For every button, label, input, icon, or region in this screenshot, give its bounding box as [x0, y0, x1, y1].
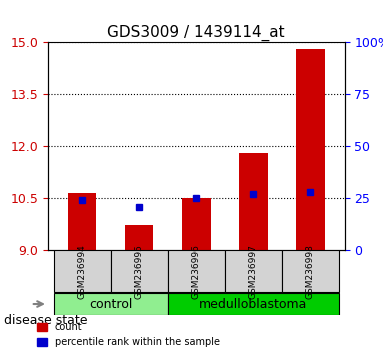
Bar: [239, 153, 268, 250]
FancyBboxPatch shape: [168, 293, 339, 315]
FancyBboxPatch shape: [282, 250, 339, 292]
Text: control: control: [89, 297, 133, 310]
FancyBboxPatch shape: [54, 293, 168, 315]
Legend: count, percentile rank within the sample: count, percentile rank within the sample: [36, 320, 222, 349]
Text: medulloblastoma: medulloblastoma: [199, 297, 308, 310]
FancyBboxPatch shape: [168, 250, 225, 292]
Bar: [296, 49, 325, 250]
Text: GSM236995: GSM236995: [135, 244, 144, 299]
Text: GSM236994: GSM236994: [78, 244, 87, 299]
FancyBboxPatch shape: [111, 250, 168, 292]
Text: GSM236998: GSM236998: [306, 244, 315, 299]
Bar: [125, 225, 154, 250]
Bar: [182, 198, 211, 250]
Text: disease state: disease state: [4, 314, 87, 327]
Title: GDS3009 / 1439114_at: GDS3009 / 1439114_at: [108, 25, 285, 41]
Bar: [68, 193, 97, 250]
FancyBboxPatch shape: [54, 250, 111, 292]
FancyBboxPatch shape: [225, 250, 282, 292]
Text: GSM236997: GSM236997: [249, 244, 258, 299]
Text: GSM236996: GSM236996: [192, 244, 201, 299]
